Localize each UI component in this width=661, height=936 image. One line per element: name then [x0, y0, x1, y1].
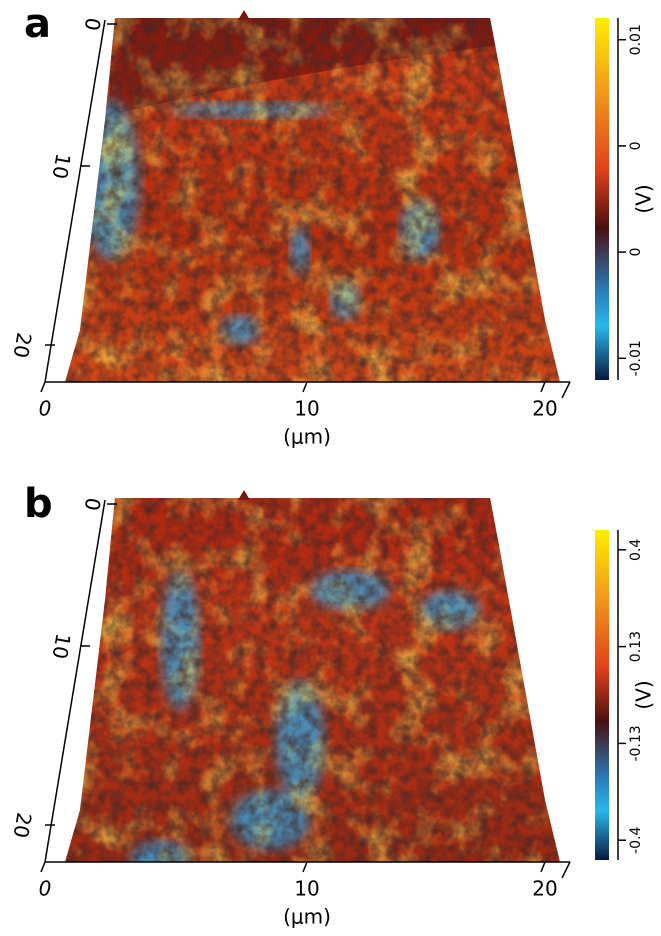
colorbar-tick-label: 0 [628, 248, 644, 257]
x-tick [302, 381, 308, 393]
panel: b 0 10 20 (μm) 0 10 20 0.4 0.13 -0.13 -0.4 (V) [8, 481, 655, 929]
y-tick-label: 0 [80, 496, 106, 513]
colorbar-tick-label: 0.01 [628, 24, 644, 55]
x-tick-label: 20 [532, 877, 557, 901]
x-tick [40, 381, 46, 393]
x-tick-label: 10 [294, 877, 319, 901]
colorbar-tick-label: -0.13 [628, 725, 644, 761]
peak [238, 490, 250, 500]
panel-label: b [24, 481, 53, 527]
surface [65, 18, 560, 382]
colorbar-tick-label: 0.4 [628, 539, 644, 561]
colorbar [595, 530, 609, 860]
peak [238, 10, 250, 20]
colorbar-tick-label: -0.01 [628, 340, 644, 376]
x-tick [40, 861, 46, 873]
colorbar [595, 18, 609, 380]
x-axis-label: (μm) [283, 425, 331, 449]
y-axis-line [44, 499, 106, 863]
y-tick-label: 20 [8, 811, 36, 840]
surface [65, 498, 560, 862]
colorbar-label: (V) [632, 680, 656, 709]
x-tick-label: 20 [532, 397, 557, 421]
colorbar-tick-label: 0 [628, 141, 644, 150]
x-tick-label: 0 [39, 877, 52, 901]
x-tick [302, 861, 308, 873]
x-tick-label: 0 [39, 397, 52, 421]
y-tick-label: 0 [80, 16, 106, 33]
panel-label: a [24, 1, 51, 47]
y-tick-label: 20 [8, 331, 36, 360]
panel: a 0 10 20 (μm) 0 10 20 0.01 0 0 -0.01 (V) [8, 1, 655, 449]
colorbar-label: (V) [632, 184, 656, 213]
x-axis-end [561, 381, 571, 399]
x-tick [540, 861, 546, 873]
y-tick-label: 10 [47, 152, 75, 181]
colorbar-tick-label: -0.4 [628, 826, 644, 853]
x-tick-label: 10 [294, 397, 319, 421]
surface-texture [65, 18, 560, 382]
surface-texture [65, 498, 560, 862]
y-tick-label: 10 [47, 632, 75, 661]
colorbar-tick-label: 0.13 [628, 631, 644, 662]
y-axis-line [44, 19, 106, 383]
x-axis-end [561, 861, 571, 879]
x-axis-label: (μm) [283, 905, 331, 929]
x-tick [540, 381, 546, 393]
